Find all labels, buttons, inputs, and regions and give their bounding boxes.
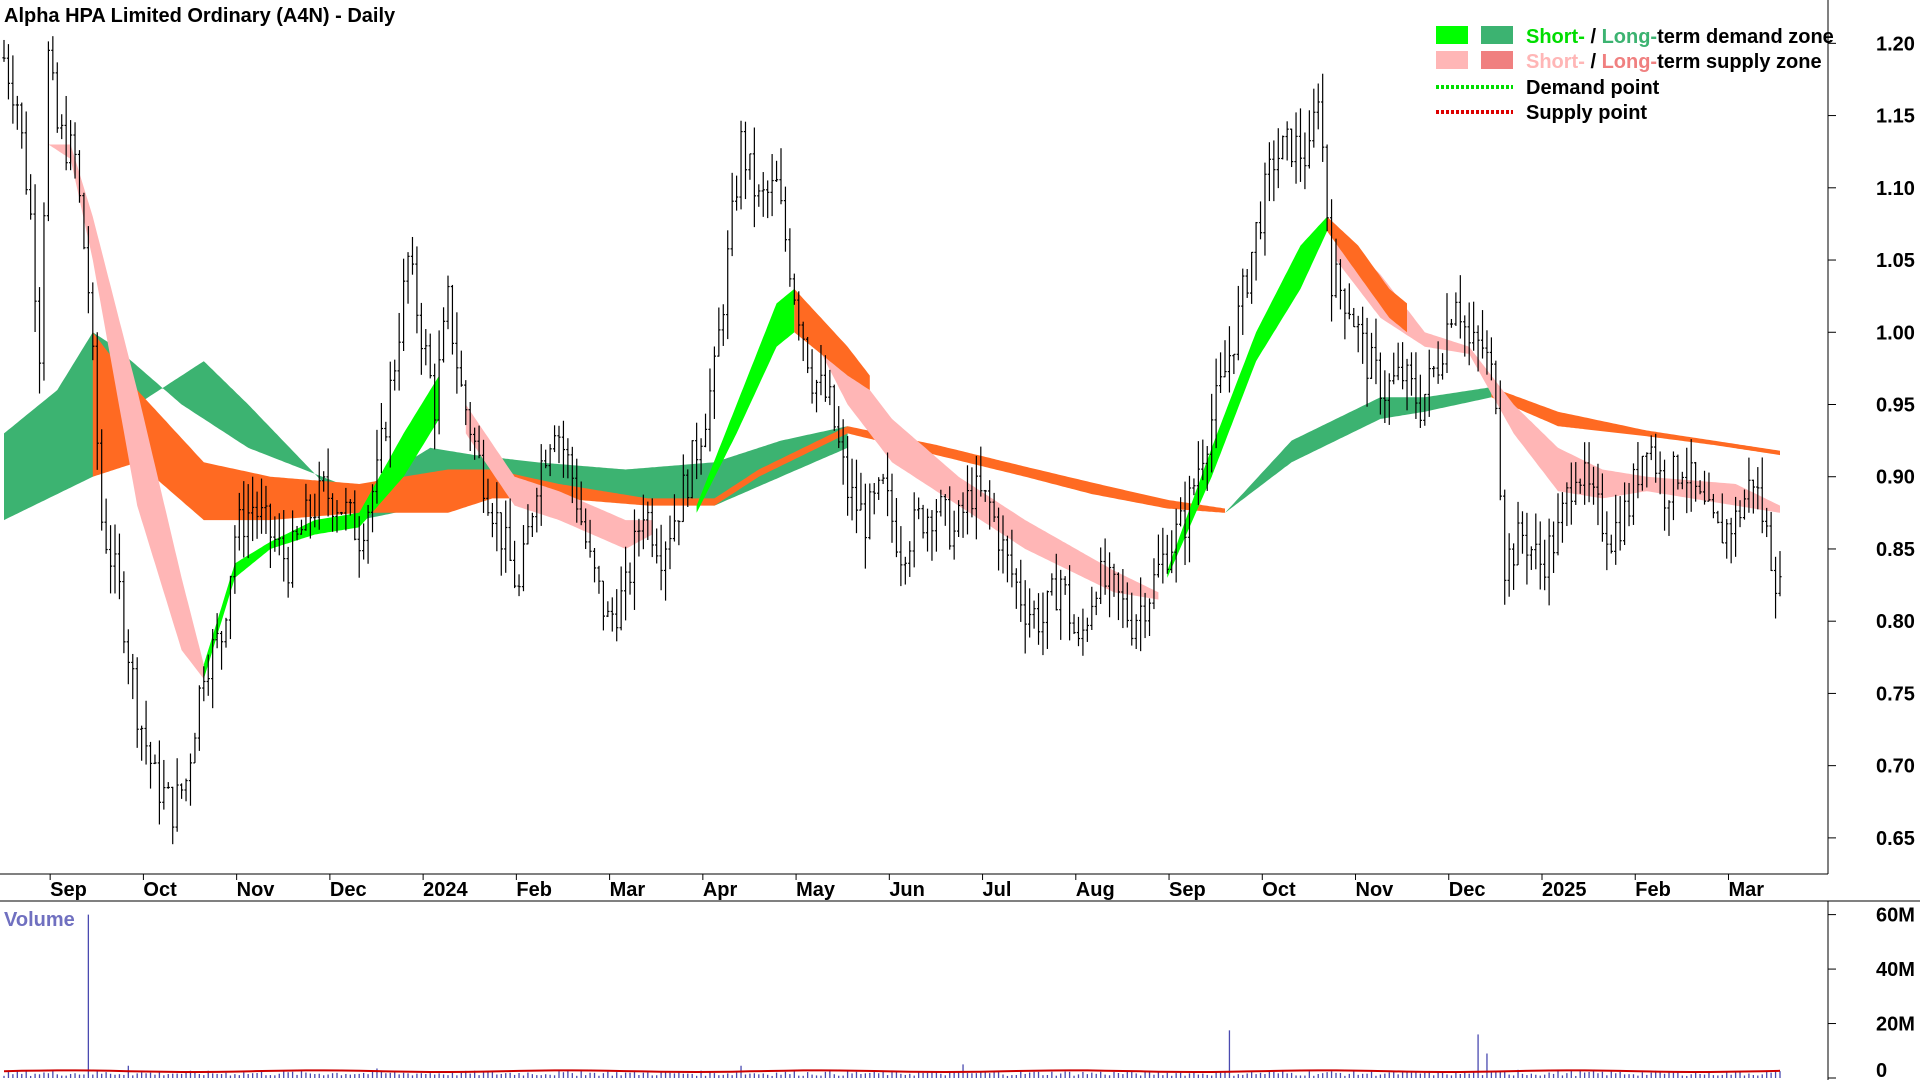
legend-demand-short: Short- [1526,26,1585,48]
legend-demand-long: Long- [1602,26,1658,48]
volume-moving-average-line [3,1069,1781,1074]
price-axis-tick-label: 0.95 [1876,394,1915,416]
short-term-demand-band [203,375,440,679]
price-axis-tick-label: 0.85 [1876,539,1915,561]
date-axis-label: Sep [50,879,87,901]
date-axis-label: Jun [889,879,925,901]
price-axis-tick-label: 0.65 [1876,828,1915,850]
price-axis-tick-label: 1.00 [1876,322,1915,344]
volume-label: Volume [4,909,75,931]
legend-supply-long: Long- [1602,51,1658,73]
long-term-supply-band [1491,387,1780,456]
price-axis-tick-label: 1.10 [1876,178,1915,200]
volume-axis-tick-label: 40M [1876,959,1915,981]
short-term-demand-band [696,288,795,513]
price-axis-tick-label: 1.15 [1876,106,1915,128]
price-axis-tick-label: 1.20 [1876,33,1915,55]
date-axis-label: Mar [610,879,646,901]
date-axis-label: Oct [1262,879,1296,901]
short-term-supply-segment [794,288,870,390]
short-term-zone-bands [48,144,1780,679]
volume-axis-tick-label: 20M [1876,1014,1915,1036]
price-pane: 1.20 1.15 1.10 1.05 1.00 0.95 0.90 0.85 0.80 0.75… [0,0,1915,901]
long-term-supply-band [92,332,1225,521]
legend-supply-short: Short- [1526,51,1585,73]
short-term-supply-band [1336,231,1780,513]
date-axis-label: Sep [1169,879,1206,901]
short-term-supply-band [48,144,204,679]
legend-swatch-long-supply [1481,51,1513,69]
legend-supply-sep: / [1585,51,1602,73]
date-axis-label: Jul [983,879,1012,901]
date-axis-label: Apr [703,879,738,901]
price-bars [2,36,1782,845]
legend-demand-zone: Short- / Long-term demand zone [1526,26,1834,48]
legend-swatch-long-demand [1481,26,1513,44]
legend-supply-suffix: term supply zone [1657,51,1821,73]
date-axis-label: Oct [143,879,177,901]
chart-title: Alpha HPA Limited Ordinary (A4N) - Daily [4,5,396,27]
price-axis-ticks: 1.20 1.15 1.10 1.05 1.00 0.95 0.90 0.85 0.80 0.75… [1828,33,1915,850]
date-axis-label: Mar [1728,879,1764,901]
price-axis-tick-label: 0.70 [1876,756,1915,778]
date-axis-label: Nov [237,879,276,901]
legend-swatch-short-supply [1436,51,1468,69]
date-axis-label: Feb [1635,879,1671,901]
short-term-supply-segment [1327,216,1407,333]
price-axis-tick-label: 1.05 [1876,250,1915,272]
legend-demand-suffix: term demand zone [1657,26,1834,48]
short-term-demand-band [1167,216,1328,578]
date-axis-label: May [796,879,836,901]
volume-axis-ticks: 60M 40M 20M 0 [1828,905,1915,1080]
date-axis-label: 2025 [1542,879,1587,901]
date-axis-label: Dec [330,879,367,901]
date-axis-label: Dec [1449,879,1486,901]
legend: Short- / Long-term demand zone Short- / … [1436,26,1834,124]
volume-bars [3,914,1781,1078]
price-axis-tick-label: 0.90 [1876,467,1915,489]
date-axis-label: Aug [1076,879,1115,901]
legend-demand-point: Demand point [1526,77,1660,99]
legend-swatch-short-demand [1436,26,1468,44]
date-axis-label: Feb [516,879,552,901]
legend-supply-zone: Short- / Long-term supply zone [1526,51,1822,73]
price-axis-tick-label: 0.75 [1876,683,1915,705]
date-axis-label: Nov [1356,879,1395,901]
legend-demand-sep: / [1585,26,1602,48]
price-axis-tick-label: 0.80 [1876,611,1915,633]
date-axis-labels: Sep Oct Nov Dec 2024 Feb Mar Apr May Jun Jul Aug Sep… [49,874,1764,901]
volume-pane: Volume 60M 40M 20M 0 [3,901,1915,1080]
long-term-demand-band [4,332,848,521]
date-axis-label: 2024 [423,879,468,901]
legend-supply-point: Supply point [1526,102,1647,124]
long-term-zone-bands [4,332,1780,521]
volume-axis-tick-label: 60M [1876,905,1915,927]
long-term-demand-band [1225,387,1492,513]
short-term-supply-band [465,404,653,549]
volume-axis-tick-label: 0 [1876,1060,1887,1080]
